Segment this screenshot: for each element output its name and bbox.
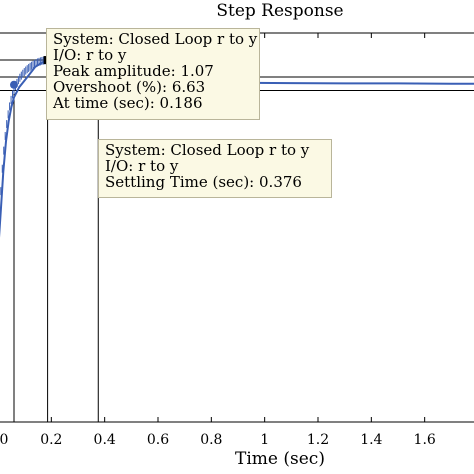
x-tick-label: 0.6: [147, 432, 169, 448]
datatip-line: Peak amplitude: 1.07: [53, 62, 214, 80]
x-tick-label: 1: [260, 432, 269, 448]
x-tick-label: 1.2: [307, 432, 329, 448]
rise-marker: [10, 80, 18, 89]
chart-title: Step Response: [216, 1, 344, 21]
x-tick-label: 0.2: [40, 432, 62, 448]
datatip-line: System: Closed Loop r to y: [53, 30, 258, 48]
x-tick-label: 1.4: [360, 432, 382, 448]
datatip-line: I/O: r to y: [53, 46, 127, 64]
datatip-line: System: Closed Loop r to y: [105, 141, 310, 159]
x-tick-label: 1.6: [414, 432, 436, 448]
datatip-line: At time (sec): 0.186: [53, 94, 203, 112]
peak-datatip[interactable]: System: Closed Loop r to y I/O: r to y P…: [46, 28, 260, 120]
datatip-line: I/O: r to y: [105, 157, 179, 175]
x-tick-label: 0.8: [200, 432, 222, 448]
x-tick-label: 0.4: [94, 432, 116, 448]
x-tick-label: 0: [0, 432, 8, 448]
x-axis-label: Time (sec): [235, 449, 325, 469]
datatip-line: Overshoot (%): 6.63: [53, 78, 206, 96]
datatip-line: Settling Time (sec): 0.376: [105, 173, 302, 191]
settling-datatip[interactable]: System: Closed Loop r to y I/O: r to y S…: [98, 139, 332, 198]
